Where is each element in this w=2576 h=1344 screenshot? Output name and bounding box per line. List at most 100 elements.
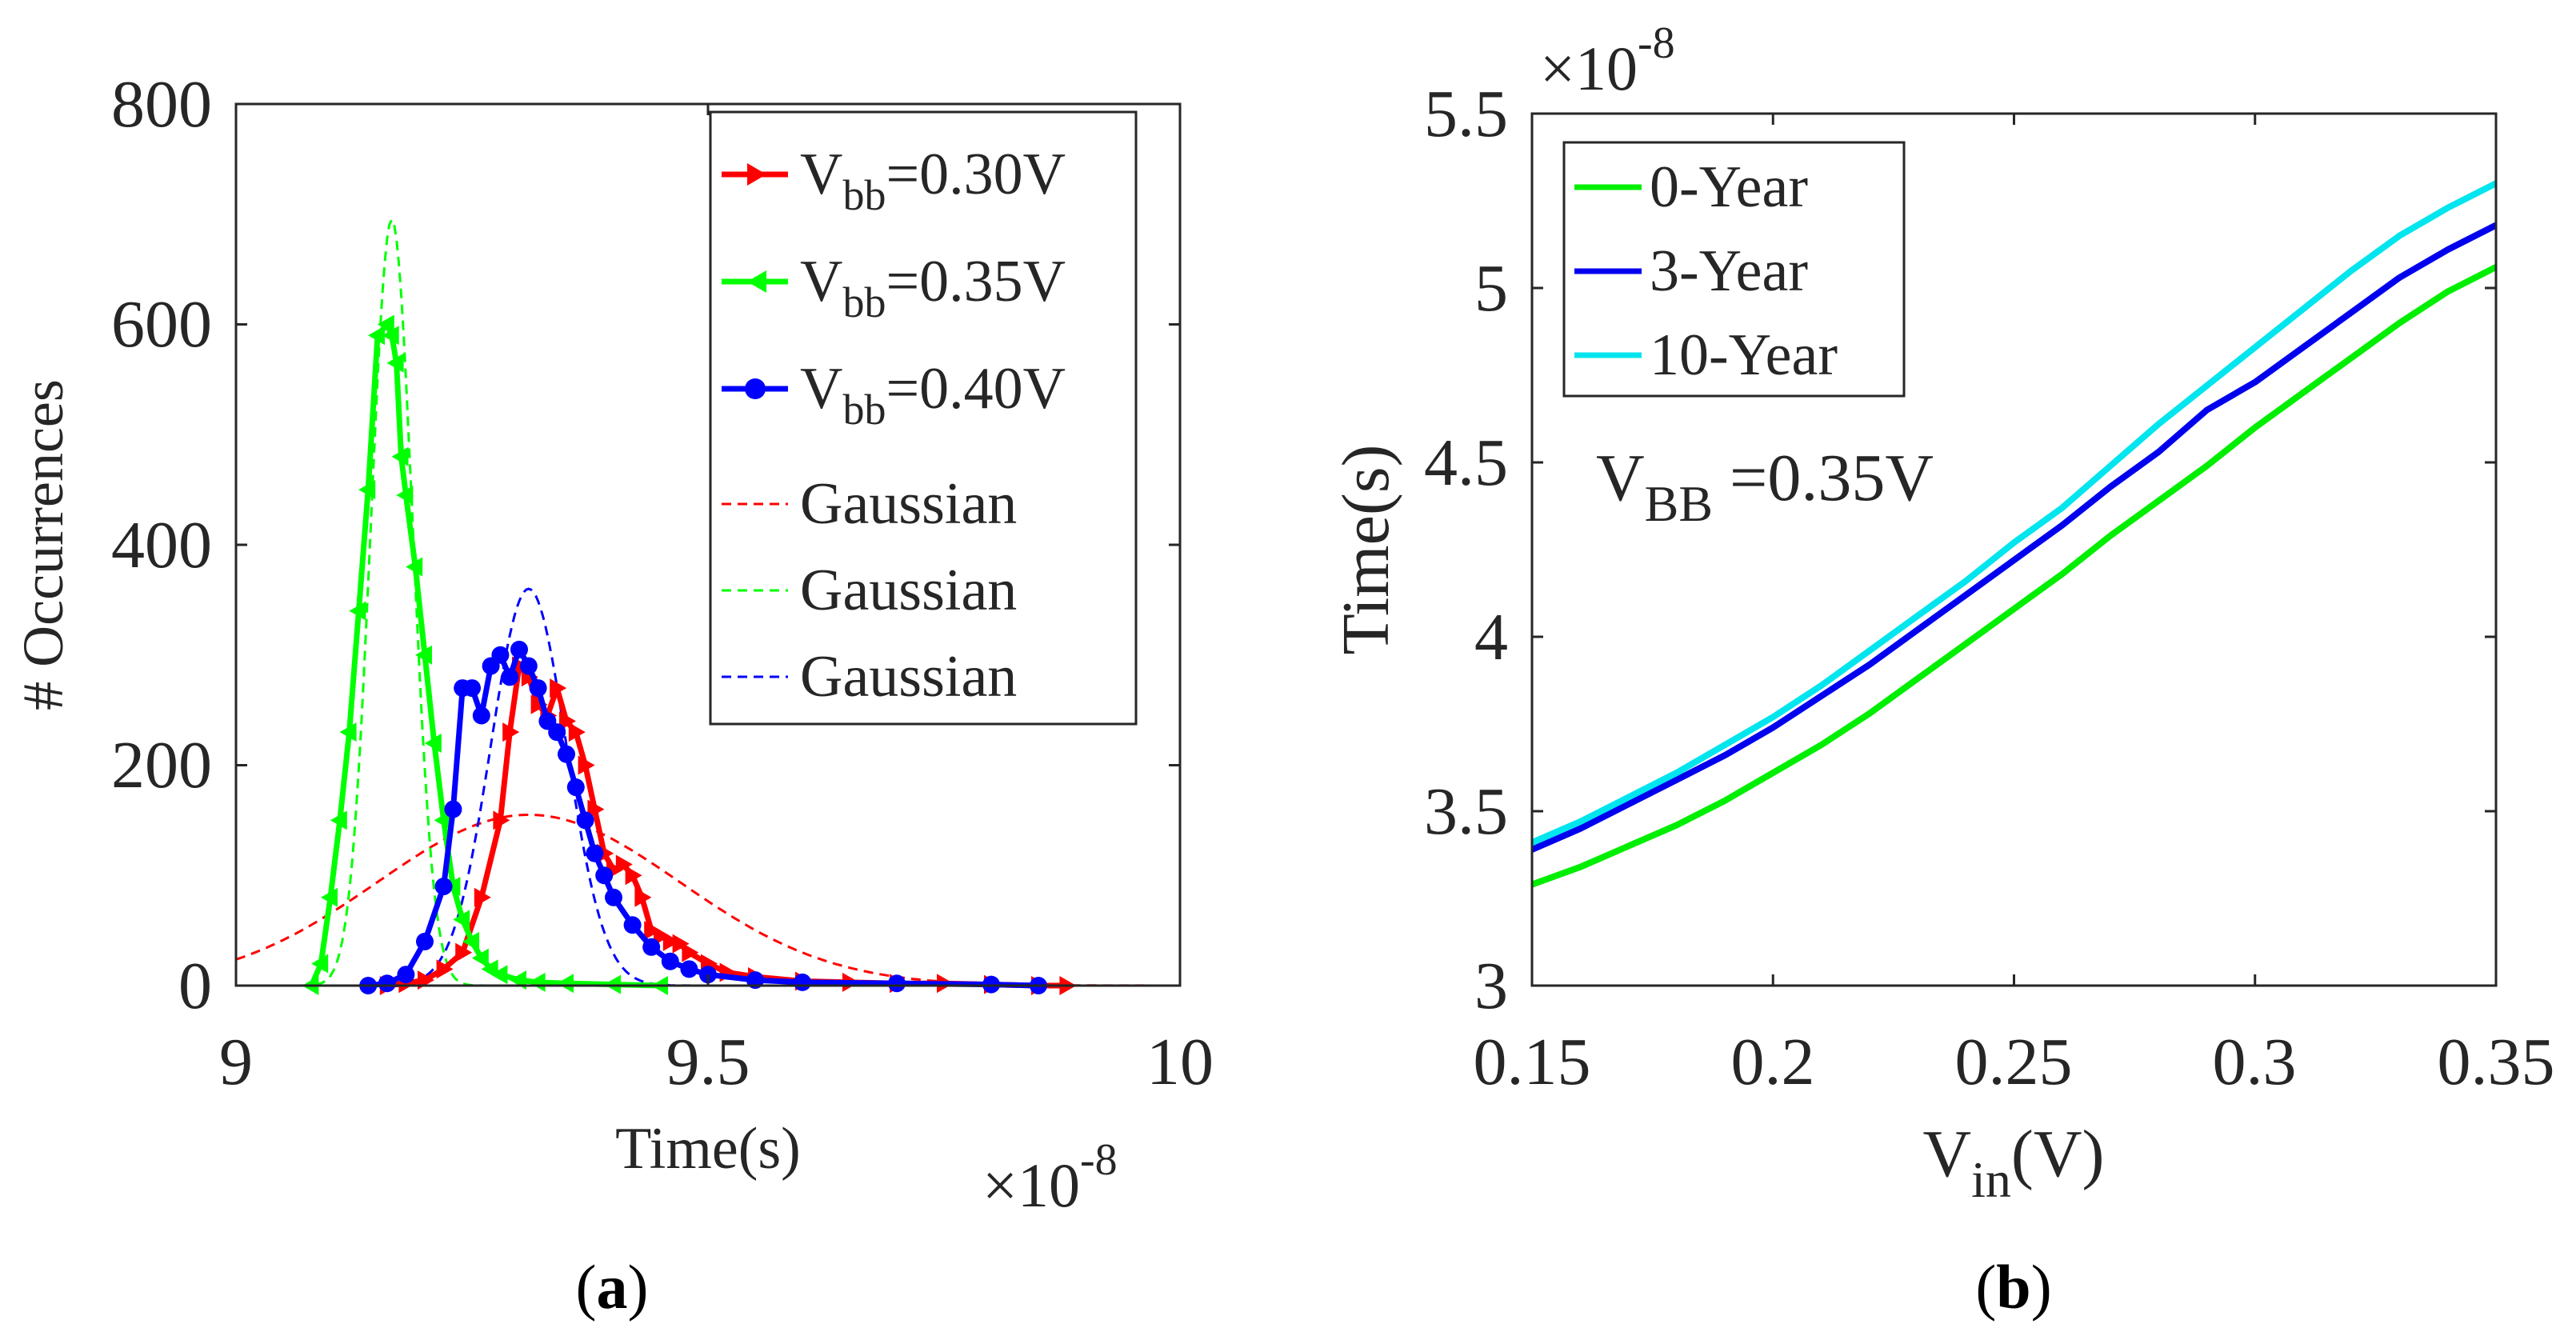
a-data-point [391,446,409,466]
a-data-point [558,745,575,763]
a-y-tick-label: 400 [111,508,212,582]
a-data-point [587,799,605,819]
a-data-point [623,916,642,934]
b-y-tick-label: 4 [1474,600,1508,674]
b-x-tick-label: 0.15 [1474,1025,1591,1099]
a-data-point [529,679,547,698]
a-legend-box [709,110,1138,726]
b-y-tick-label: 5.5 [1424,77,1508,151]
a-legend-label: Gaussian [800,644,1017,710]
a-data-point [586,844,604,862]
a-data-point [568,722,586,742]
a-data-point [321,887,338,907]
a-data-point [386,353,404,373]
a-data-point [311,954,329,974]
b-caption: (b) [1975,1252,2051,1322]
a-data-point [378,974,396,993]
a-data-point [605,888,622,906]
b-legend-label: 3-Year [1650,238,1808,304]
a-data-point [576,811,594,830]
a-legend-marker [745,378,766,399]
a-series-line [309,322,662,989]
a-data-point [501,668,519,686]
a-data-point [595,866,614,885]
a-data-point [397,966,415,984]
a-y-tick-label: 800 [111,67,212,142]
a-x-exponent: ×10-8 [982,1135,1118,1220]
a-data-point [672,934,690,954]
a-data-point [559,711,576,731]
a-data-point [436,959,454,979]
b-y-tick-label: 3.5 [1424,774,1508,849]
a-legend-label: Vbb=0.30V [800,142,1066,219]
a-data-point [368,326,385,346]
b-series-line [1530,264,2498,888]
b-x-axis-label: Vin(V) [1922,1117,2104,1208]
b-y-tick-label: 3 [1474,949,1508,1023]
panel-a: 9 9.5 10 0 200 400 600 800 Time(s) # Occ… [11,67,1214,1322]
a-data-point [474,887,491,907]
a-data-point [550,678,567,698]
a-x-tick-label: 9 [219,1025,253,1099]
a-data-point [557,974,574,994]
a-data-point [682,942,699,962]
b-y-tick-label: 4.5 [1424,426,1508,500]
a-y-tick-label: 200 [111,728,212,802]
a-data-point [349,601,366,621]
a-legend: Vbb=0.30V Vbb=0.35V Vbb=0.40V Gaussian G… [709,110,1138,726]
a-data-point [472,706,490,725]
a-data-point [642,938,661,956]
a-data-point [463,679,481,698]
a-data-point [444,800,462,818]
a-data-point [528,972,546,992]
a-data-point [471,948,489,968]
a-data-point [566,778,585,797]
a-data-point [510,640,528,658]
a-data-point [578,755,595,775]
a-data-point [661,952,679,970]
a-x-tick-label: 10 [1146,1025,1214,1099]
a-data-point [662,931,680,951]
a-data-point [794,973,811,991]
b-annotation: VBB =0.35V [1596,441,1934,532]
a-data-point [453,910,470,930]
b-series-line [1530,180,2498,846]
a-data-point [406,557,423,577]
a-caption: (a) [576,1252,649,1322]
a-legend-marker [747,163,766,186]
a-data-point [339,722,357,742]
a-data-point [377,314,394,334]
a-data-point [330,810,347,830]
a-data-point [519,657,538,675]
a-data-point [434,810,451,830]
a-y-tick-label: 0 [178,949,212,1023]
a-x-axis-label: Time(s) [615,1116,801,1182]
a-data-point [490,965,508,985]
a-legend-marker [747,270,766,293]
a-data-point [358,480,376,500]
a-data-point [415,645,432,665]
a-legend-label: Gaussian [800,558,1017,623]
a-data-point [424,733,442,753]
b-x-tick-label: 0.35 [2438,1025,2555,1099]
a-data-point [382,326,399,346]
b-x-tick-label: 0.25 [1955,1025,2073,1099]
a-x-tick-label: 9.5 [666,1025,750,1099]
a-data-point [625,866,642,886]
b-ticks [1530,112,2498,987]
a-data-point [634,887,652,907]
a-data-point [434,878,453,896]
a-y-tick-label: 600 [111,287,212,362]
a-data-point [644,921,662,941]
a-data-point [416,932,434,950]
b-x-tick-label: 0.2 [1731,1025,1815,1099]
b-legend-label: 10-Year [1650,322,1838,388]
a-data-point [654,926,670,946]
a-data-point [615,854,633,874]
a-data-point [530,694,548,714]
b-series-layer [1530,180,2498,888]
a-data-point [548,723,566,742]
b-y-tick-label: 5 [1474,251,1508,326]
a-data-point [502,722,520,742]
